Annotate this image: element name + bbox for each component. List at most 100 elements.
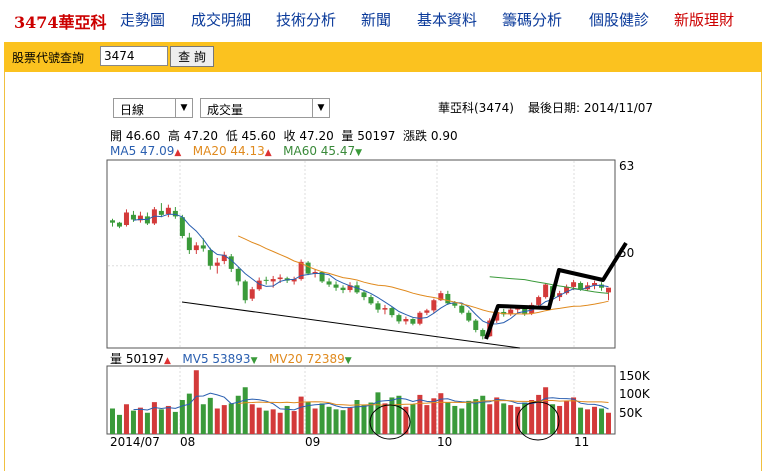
x-label-09: 09	[305, 435, 320, 449]
open-value: 46.60	[125, 129, 161, 143]
volume-bar	[291, 411, 297, 434]
candle-body	[277, 277, 283, 280]
volume-bar	[340, 410, 346, 434]
volume-bar	[599, 408, 605, 434]
nav-new-finance[interactable]: 新版理財	[674, 11, 735, 29]
volume-bar	[585, 409, 591, 434]
chart-panel	[4, 72, 762, 471]
volume-bar	[557, 405, 563, 434]
volume-bar	[151, 402, 157, 434]
candle-body	[263, 279, 269, 281]
volume-tick-150k: 150K	[619, 369, 651, 383]
volume-bar	[249, 404, 255, 434]
candle-body	[340, 287, 346, 291]
volume-bar	[536, 394, 542, 434]
nav-basic-info[interactable]: 基本資料	[417, 11, 478, 29]
candle-body	[382, 308, 388, 310]
trendline-support	[181, 301, 521, 349]
price-chart-frame	[106, 159, 616, 349]
candle-body	[424, 310, 430, 313]
high-value: 47.20	[183, 129, 219, 143]
volume-bar	[158, 409, 164, 434]
candle-body	[375, 303, 381, 310]
volume-bar	[361, 405, 367, 434]
brand-title[interactable]: 3474華亞科	[14, 13, 107, 32]
volume-bar	[564, 400, 570, 434]
mv5-legend: MV5 53893	[182, 352, 251, 366]
stock-code-input[interactable]	[100, 46, 168, 66]
volume-value: 50197	[357, 129, 396, 143]
price-candles	[109, 203, 612, 340]
candle-body	[109, 220, 115, 223]
candle-body	[571, 282, 577, 287]
ma5-legend: MA5 47.09	[110, 144, 175, 158]
candle-body	[221, 254, 227, 262]
volume-bar	[445, 402, 451, 434]
volume-bar	[466, 400, 472, 434]
candle-body	[305, 262, 311, 274]
candle-body	[319, 272, 325, 282]
indicator-select[interactable]: 成交量 ▼	[200, 98, 330, 118]
volume-bar	[487, 404, 493, 434]
candle-body	[361, 292, 367, 298]
candle-body	[578, 282, 584, 290]
candle-body	[123, 212, 129, 226]
period-select[interactable]: 日線 ▼	[113, 98, 193, 118]
volume-bar	[165, 405, 171, 434]
up-arrow-icon: ▲	[174, 148, 182, 158]
volume-bar	[417, 394, 423, 434]
volume-bar	[130, 410, 136, 434]
volume-bar	[578, 407, 584, 434]
candle-body	[179, 217, 185, 236]
query-button[interactable]: 查 詢	[170, 46, 214, 67]
candle-body	[354, 285, 360, 293]
candle-body	[116, 222, 122, 227]
volume-bar	[452, 405, 458, 434]
volume-bar	[529, 400, 535, 434]
nav-trend[interactable]: 走勢圖	[120, 11, 166, 29]
volume-circle-annotation	[516, 401, 560, 441]
volume-bar	[116, 414, 122, 434]
nav-technical-analysis[interactable]: 技術分析	[276, 11, 337, 29]
volume-bar	[270, 409, 276, 434]
stock-name: 華亞科(3474)	[438, 101, 514, 115]
mv20-line	[238, 400, 609, 407]
x-label-2014-07: 2014/07	[110, 435, 160, 449]
volume-bar	[389, 397, 395, 434]
candle-body	[312, 272, 318, 274]
volume-bar	[319, 403, 325, 434]
candle-body	[242, 281, 248, 301]
volume-bar	[221, 405, 227, 434]
candle-body	[326, 281, 332, 285]
volume-bar	[326, 406, 332, 434]
volume-bar	[473, 399, 479, 434]
volume-bar	[508, 405, 514, 434]
x-label-10: 10	[437, 435, 452, 449]
volume-bar	[515, 406, 521, 434]
candle-body	[207, 250, 213, 266]
volume-bar	[263, 410, 269, 434]
candle-body	[480, 329, 486, 337]
change-value: 0.90	[430, 129, 458, 143]
volume-bar	[438, 393, 444, 434]
nav-trade-details[interactable]: 成交明細	[191, 11, 252, 29]
nav-news[interactable]: 新聞	[361, 11, 392, 29]
down-arrow-icon: ▼	[344, 356, 352, 366]
volume-label: 量	[341, 129, 354, 143]
volume-legend: 量 50197▲ MV5 53893▼ MV20 72389▼	[110, 350, 352, 367]
x-label-11: 11	[574, 435, 589, 449]
change-label: 漲跌	[403, 129, 428, 143]
volume-bar	[606, 412, 612, 434]
candle-body	[193, 245, 199, 251]
candle-body	[606, 287, 612, 293]
nav-stock-checkup[interactable]: 個股健診	[589, 11, 650, 29]
candle-body	[389, 308, 395, 316]
candle-body	[466, 312, 472, 321]
ohlc-summary: 開 46.60 高 47.20 低 45.60 收 47.20 量 50197 …	[110, 127, 458, 144]
volume-bar	[459, 408, 465, 434]
volume-bar	[368, 402, 374, 434]
close-value: 47.20	[299, 129, 334, 143]
nav-chip-analysis[interactable]: 籌碼分析	[502, 11, 563, 29]
up-arrow-icon: ▲	[164, 356, 171, 366]
